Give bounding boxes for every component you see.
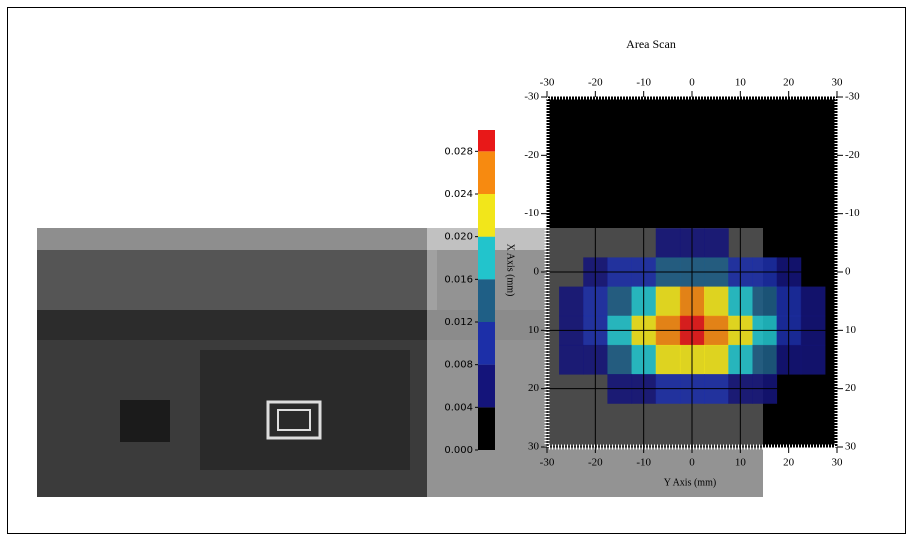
heat-cell [559, 287, 584, 317]
x-tick-label: -10 [636, 77, 651, 89]
heat-cell [704, 170, 729, 200]
heat-cell [559, 112, 584, 142]
heat-cell [801, 170, 826, 200]
colorbar-label: 0.012 [444, 317, 473, 328]
heat-cell [656, 345, 681, 375]
y-axis-label: X Axis (mm) [505, 244, 516, 297]
x-tick-label: -10 [636, 457, 651, 469]
chart-title: Area Scan [626, 37, 676, 51]
heat-cell [704, 403, 729, 433]
colorbar-label: 0.020 [444, 232, 473, 243]
heat-cell [752, 228, 777, 258]
colorbar-label: 0.004 [444, 402, 473, 413]
heat-cell [559, 345, 584, 375]
colorbar-band [478, 151, 495, 194]
colorbar-label: 0.008 [444, 360, 473, 371]
heat-cell [656, 403, 681, 433]
colorbar-band [478, 279, 495, 322]
y-tick-label: -20 [524, 149, 539, 161]
heat-cell [752, 170, 777, 200]
heat-cell [607, 287, 632, 317]
y-tick-label: -30 [845, 91, 860, 103]
heat-cell [559, 170, 584, 200]
colorbar-label: 0.016 [444, 274, 473, 285]
heat-cell [559, 403, 584, 433]
x-tick-label: 0 [689, 457, 695, 469]
y-tick-label: 30 [845, 441, 857, 453]
x-tick-label: 20 [783, 77, 795, 89]
heat-cell [801, 345, 826, 375]
heat-cell [801, 228, 826, 258]
x-tick-label: -30 [540, 457, 555, 469]
y-tick-label: 0 [534, 266, 540, 278]
y-tick-label: 20 [845, 382, 857, 394]
heat-cell [752, 287, 777, 317]
heat-cell [704, 228, 729, 258]
colorbar-label: 0.028 [444, 146, 473, 157]
heat-cell [607, 345, 632, 375]
heat-cell [656, 112, 681, 142]
colorbar-label: 0.000 [444, 445, 473, 456]
y-tick-label: -20 [845, 149, 860, 161]
heat-cell [801, 287, 826, 317]
x-tick-label: -20 [588, 77, 603, 89]
y-tick-label: 30 [528, 441, 540, 453]
x-tick-label: 10 [735, 457, 747, 469]
x-tick-label: 30 [832, 457, 844, 469]
y-tick-label: 10 [528, 324, 540, 336]
colorbar-band [478, 130, 495, 151]
heat-cell [656, 287, 681, 317]
y-tick-label: -30 [524, 91, 539, 103]
colorbar-band [478, 237, 495, 280]
heat-cell [752, 403, 777, 433]
heat-cell [704, 287, 729, 317]
x-tick-label: 30 [832, 77, 844, 89]
heat-cell [607, 228, 632, 258]
heat-cell [801, 112, 826, 142]
heat-cell [559, 228, 584, 258]
x-tick-label: 0 [689, 77, 695, 89]
x-tick-label: 20 [783, 457, 795, 469]
heat-cell [607, 112, 632, 142]
heat-cell [752, 345, 777, 375]
y-tick-label: 10 [845, 324, 857, 336]
heat-cell [752, 112, 777, 142]
x-axis-label: Y Axis (mm) [664, 477, 716, 488]
x-tick-label: -20 [588, 457, 603, 469]
heat-cell [704, 112, 729, 142]
colorbar-band [478, 407, 495, 450]
heat-cell [607, 403, 632, 433]
colorbar-band [478, 194, 495, 237]
x-tick-label: 10 [735, 77, 747, 89]
heat-cell [607, 170, 632, 200]
x-tick-label: -30 [540, 77, 555, 89]
colorbar-label: 0.024 [444, 189, 473, 200]
colorbar-band [478, 322, 495, 365]
heat-cell [704, 345, 729, 375]
y-tick-label: 20 [528, 382, 540, 394]
heat-cell [656, 170, 681, 200]
y-tick-label: -10 [524, 207, 539, 219]
colorbar-band [478, 365, 495, 408]
screen: Area Scan Y Axis (mm) X Axis (mm) -30-30… [0, 0, 914, 541]
y-tick-label: 0 [845, 266, 851, 278]
heat-cell [656, 228, 681, 258]
y-tick-label: -10 [845, 207, 860, 219]
heat-cell [801, 403, 826, 433]
